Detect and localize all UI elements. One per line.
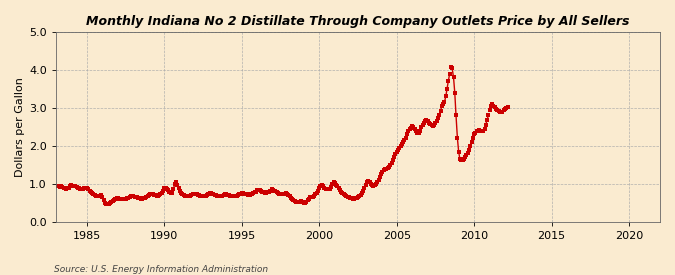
Title: Monthly Indiana No 2 Distillate Through Company Outlets Price by All Sellers: Monthly Indiana No 2 Distillate Through … — [86, 15, 630, 28]
Y-axis label: Dollars per Gallon: Dollars per Gallon — [15, 77, 25, 177]
Text: Source: U.S. Energy Information Administration: Source: U.S. Energy Information Administ… — [54, 265, 268, 274]
